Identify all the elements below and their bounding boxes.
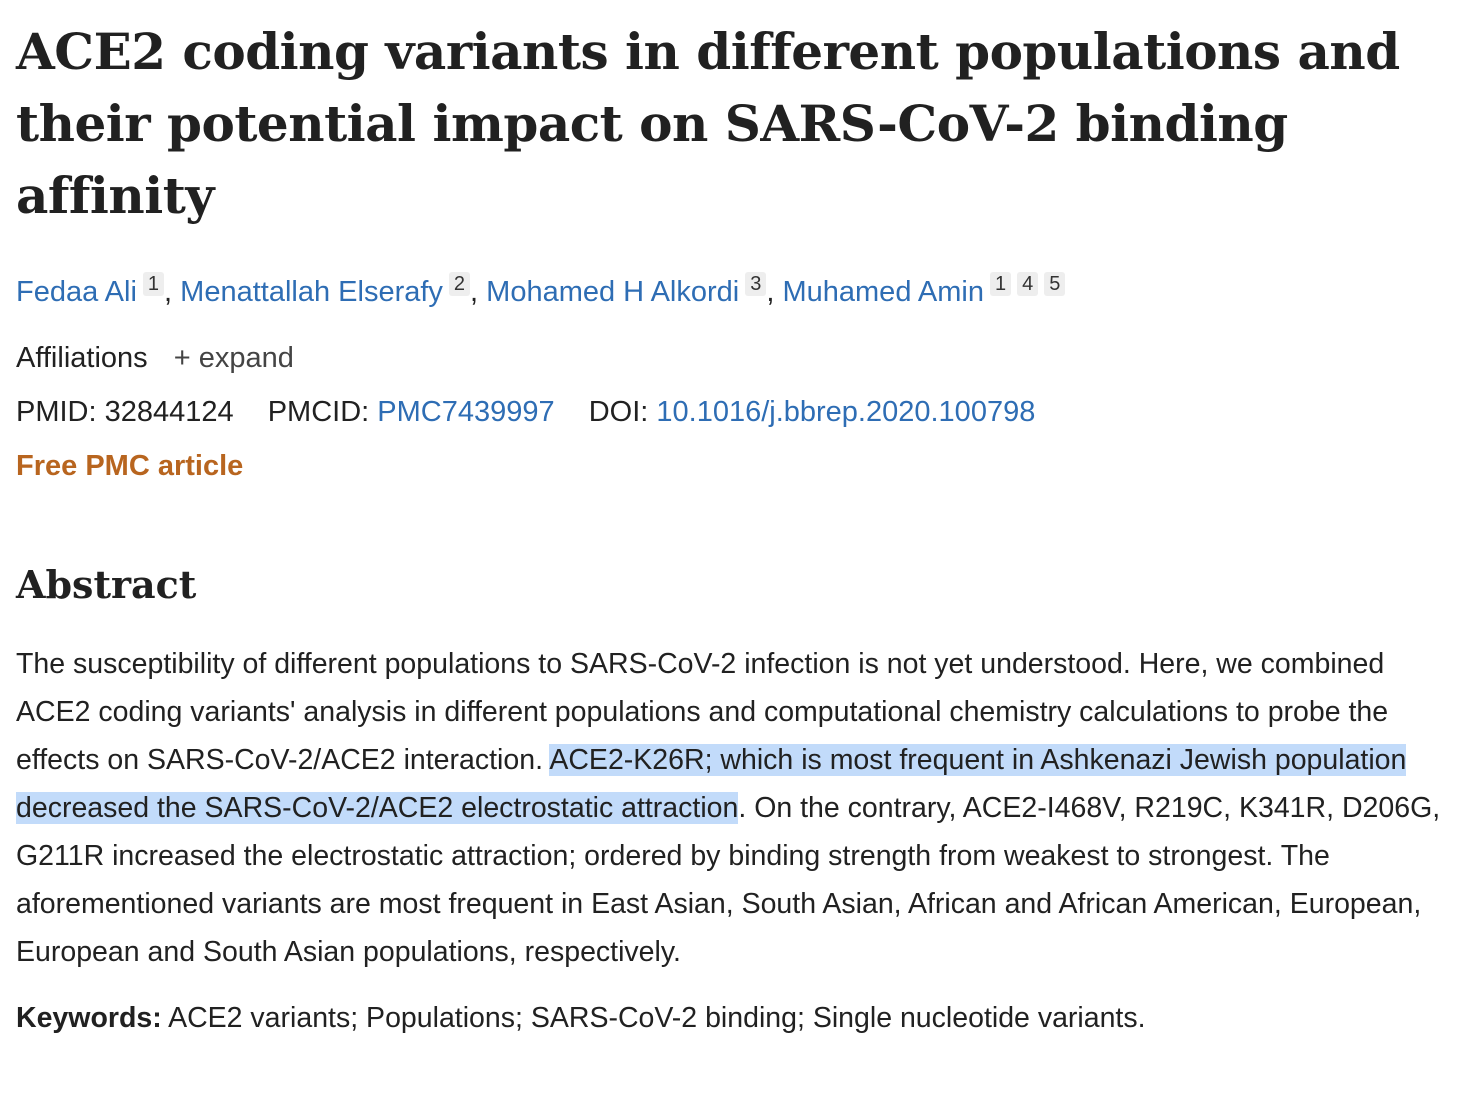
affiliation-ref[interactable]: 1 [142, 272, 165, 296]
free-pmc-article-badge[interactable]: Free PMC article [16, 450, 244, 482]
identifiers: PMID: 32844124 PMCID: PMC7439997 DOI: 10… [16, 392, 1446, 432]
abstract-text: The susceptibility of different populati… [16, 640, 1446, 976]
expand-label: expand [198, 342, 294, 374]
abstract-part: . On the contrary, ACE2-I468V, R219C, K3… [16, 792, 1441, 968]
abstract-heading: Abstract [16, 562, 197, 607]
article-title: ACE2 coding variants in different popula… [16, 22, 1400, 225]
pmid-value: 32844124 [104, 396, 234, 428]
affiliation-ref[interactable]: 3 [745, 272, 767, 296]
keywords-label: Keywords: [16, 1002, 162, 1034]
affiliations-label: Affiliations [16, 342, 148, 374]
keywords: Keywords: ACE2 variants; Populations; SA… [16, 998, 1446, 1038]
affiliation-ref[interactable]: 5 [1044, 272, 1066, 296]
pmcid-link[interactable]: PMC7439997 [377, 396, 555, 428]
affiliation-ref[interactable]: 4 [1017, 272, 1039, 296]
doi-link[interactable]: 10.1016/j.bbrep.2020.100798 [656, 396, 1036, 428]
keywords-text: ACE2 variants; Populations; SARS-CoV-2 b… [168, 1002, 1146, 1034]
article: ACE2 coding variants in different popula… [0, 16, 1446, 1038]
abstract-part: The susceptibility of different populati… [16, 648, 1389, 776]
affiliation-ref[interactable]: 2 [448, 272, 471, 296]
author-link[interactable]: Muhamed Amin [782, 276, 984, 308]
affiliations-row: Affiliations + expand [16, 338, 1446, 378]
affiliations-expand-button[interactable]: + expand [174, 342, 294, 374]
affiliation-ref[interactable]: 1 [989, 272, 1012, 296]
plus-icon: + [173, 342, 191, 374]
author-link[interactable]: Fedaa Ali [16, 276, 137, 308]
pmid-label: PMID: [16, 396, 97, 428]
author-link[interactable]: Mohamed H Alkordi [486, 276, 740, 308]
pmcid-label: PMCID: [267, 396, 370, 428]
author-link[interactable]: Menattallah Elserafy [180, 276, 443, 308]
doi-label: DOI: [588, 396, 649, 428]
author-list: Fedaa Ali 1, Menattallah Elserafy 2, Moham… [16, 272, 1446, 312]
